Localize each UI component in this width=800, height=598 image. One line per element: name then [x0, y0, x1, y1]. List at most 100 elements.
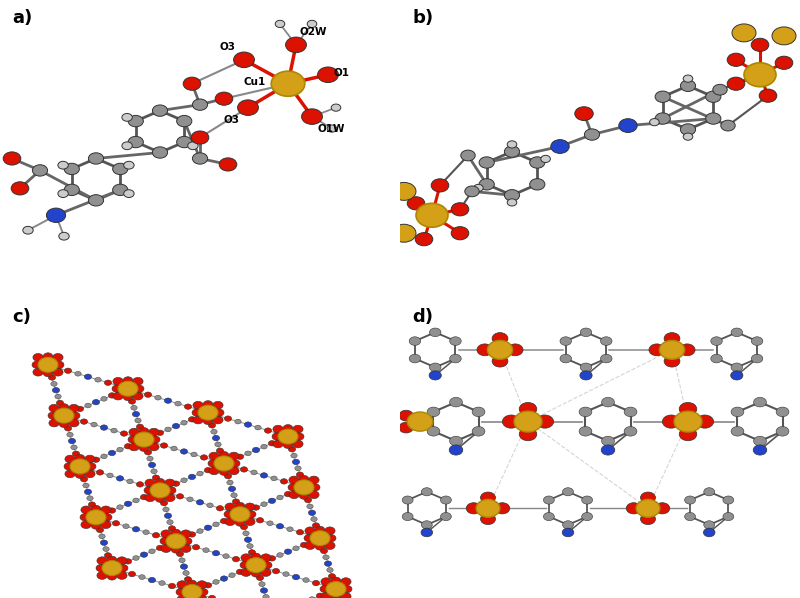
Circle shape [251, 553, 261, 560]
Circle shape [193, 401, 203, 409]
Circle shape [133, 526, 140, 532]
Circle shape [650, 118, 659, 126]
Circle shape [696, 415, 714, 428]
Circle shape [289, 447, 296, 452]
Circle shape [312, 580, 320, 586]
Circle shape [215, 413, 221, 418]
Circle shape [169, 584, 176, 588]
Text: b): b) [412, 9, 433, 27]
Circle shape [307, 20, 317, 28]
Circle shape [125, 559, 131, 564]
Circle shape [703, 528, 715, 537]
Circle shape [53, 388, 60, 393]
Circle shape [267, 521, 273, 526]
Circle shape [241, 466, 248, 472]
Circle shape [305, 542, 315, 550]
Circle shape [601, 354, 612, 363]
Circle shape [80, 419, 88, 425]
Circle shape [107, 473, 114, 478]
Circle shape [189, 417, 196, 422]
Circle shape [641, 513, 655, 524]
Circle shape [392, 224, 416, 242]
Circle shape [316, 593, 323, 598]
Circle shape [731, 363, 742, 371]
Circle shape [441, 512, 451, 521]
Circle shape [772, 27, 796, 45]
Circle shape [113, 377, 123, 385]
Circle shape [514, 411, 542, 432]
Circle shape [86, 463, 96, 470]
Circle shape [315, 529, 321, 534]
Circle shape [97, 557, 107, 565]
Circle shape [149, 428, 159, 436]
Circle shape [416, 203, 448, 227]
Circle shape [325, 527, 335, 535]
Circle shape [243, 531, 250, 536]
Circle shape [287, 441, 294, 446]
Circle shape [160, 538, 170, 545]
Circle shape [754, 445, 767, 455]
Circle shape [441, 496, 451, 504]
Circle shape [580, 371, 592, 380]
Circle shape [134, 432, 154, 447]
Circle shape [331, 104, 341, 111]
Circle shape [731, 426, 744, 436]
Circle shape [543, 512, 554, 521]
Circle shape [310, 484, 320, 491]
Circle shape [584, 129, 600, 141]
Circle shape [107, 573, 117, 580]
Circle shape [117, 476, 124, 481]
Circle shape [285, 492, 292, 497]
Circle shape [251, 470, 258, 475]
Circle shape [277, 524, 284, 529]
Circle shape [206, 417, 213, 422]
Circle shape [53, 353, 63, 361]
Circle shape [173, 423, 180, 429]
Circle shape [213, 401, 223, 409]
Circle shape [226, 509, 234, 514]
Circle shape [101, 540, 108, 545]
Circle shape [176, 551, 184, 557]
Circle shape [754, 398, 766, 407]
Circle shape [62, 420, 70, 425]
Circle shape [11, 182, 29, 195]
Circle shape [562, 488, 574, 496]
Circle shape [268, 441, 275, 446]
Circle shape [636, 499, 660, 517]
Circle shape [680, 80, 696, 91]
Circle shape [219, 158, 237, 171]
Circle shape [139, 444, 149, 451]
Circle shape [58, 190, 68, 197]
Circle shape [310, 531, 330, 545]
Circle shape [254, 569, 261, 574]
Circle shape [626, 503, 642, 514]
Circle shape [248, 550, 256, 555]
Circle shape [507, 344, 523, 356]
Circle shape [161, 530, 171, 538]
Circle shape [102, 518, 109, 523]
Circle shape [220, 518, 227, 524]
Circle shape [536, 415, 554, 428]
Circle shape [261, 569, 271, 576]
Circle shape [759, 89, 777, 102]
Circle shape [178, 587, 185, 591]
Circle shape [481, 513, 495, 524]
Circle shape [519, 402, 537, 416]
Circle shape [309, 491, 319, 499]
Circle shape [315, 543, 325, 550]
Circle shape [254, 425, 261, 430]
Circle shape [141, 552, 148, 557]
Circle shape [530, 157, 545, 168]
Circle shape [97, 527, 104, 533]
Circle shape [151, 440, 157, 445]
Circle shape [543, 496, 554, 504]
Circle shape [751, 38, 769, 51]
Circle shape [117, 557, 127, 565]
Circle shape [125, 501, 131, 507]
Circle shape [318, 67, 338, 83]
Circle shape [325, 561, 332, 566]
Circle shape [32, 361, 42, 368]
Circle shape [101, 521, 111, 529]
Circle shape [305, 527, 315, 535]
Circle shape [123, 393, 133, 401]
